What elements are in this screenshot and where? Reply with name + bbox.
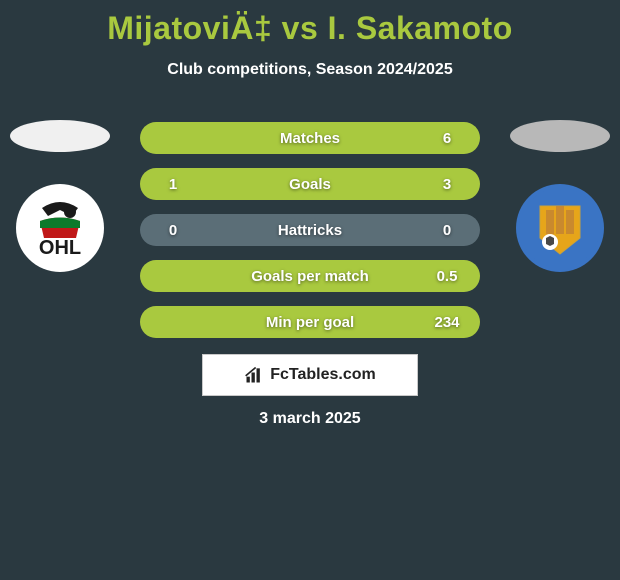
stat-row-matches: Matches 6 (140, 122, 480, 154)
stat-right-value: 6 (430, 130, 464, 147)
right-player-avatar (510, 120, 610, 152)
stat-right-value: 0.5 (430, 268, 464, 285)
stat-left-value: 0 (156, 222, 190, 239)
left-player-avatar (10, 120, 110, 152)
stat-left-value: 1 (156, 176, 190, 193)
stat-row-goals-per-match: Goals per match 0.5 (140, 260, 480, 292)
svg-text:OHL: OHL (39, 237, 81, 259)
stat-label: Min per goal (140, 314, 480, 331)
stat-label: Goals (140, 176, 480, 193)
brand-attribution[interactable]: FcTables.com (202, 354, 418, 396)
brand-text: FcTables.com (270, 366, 376, 384)
stat-right-value: 234 (430, 314, 464, 331)
stat-label: Hattricks (140, 222, 480, 239)
stat-right-value: 3 (430, 176, 464, 193)
stat-label: Goals per match (140, 268, 480, 285)
westerlo-badge-icon (520, 188, 600, 268)
right-club-badge (516, 184, 604, 272)
stats-table: Matches 6 1 Goals 3 0 Hattricks 0 Goals … (140, 122, 480, 338)
stat-label: Matches (140, 130, 480, 147)
stat-right-value: 0 (430, 222, 464, 239)
stat-row-goals: 1 Goals 3 (140, 168, 480, 200)
date-label: 3 march 2025 (0, 410, 620, 428)
bar-chart-icon (244, 365, 264, 385)
left-club-badge: OHL (16, 184, 104, 272)
left-player-column: OHL (0, 120, 120, 272)
stat-row-min-per-goal: Min per goal 234 (140, 306, 480, 338)
right-player-column (500, 120, 620, 272)
stat-row-hattricks: 0 Hattricks 0 (140, 214, 480, 246)
comparison-subtitle: Club competitions, Season 2024/2025 (0, 61, 620, 79)
ohl-badge-icon: OHL (20, 188, 100, 268)
comparison-title: MijatoviÄ‡ vs I. Sakamoto (0, 0, 620, 47)
